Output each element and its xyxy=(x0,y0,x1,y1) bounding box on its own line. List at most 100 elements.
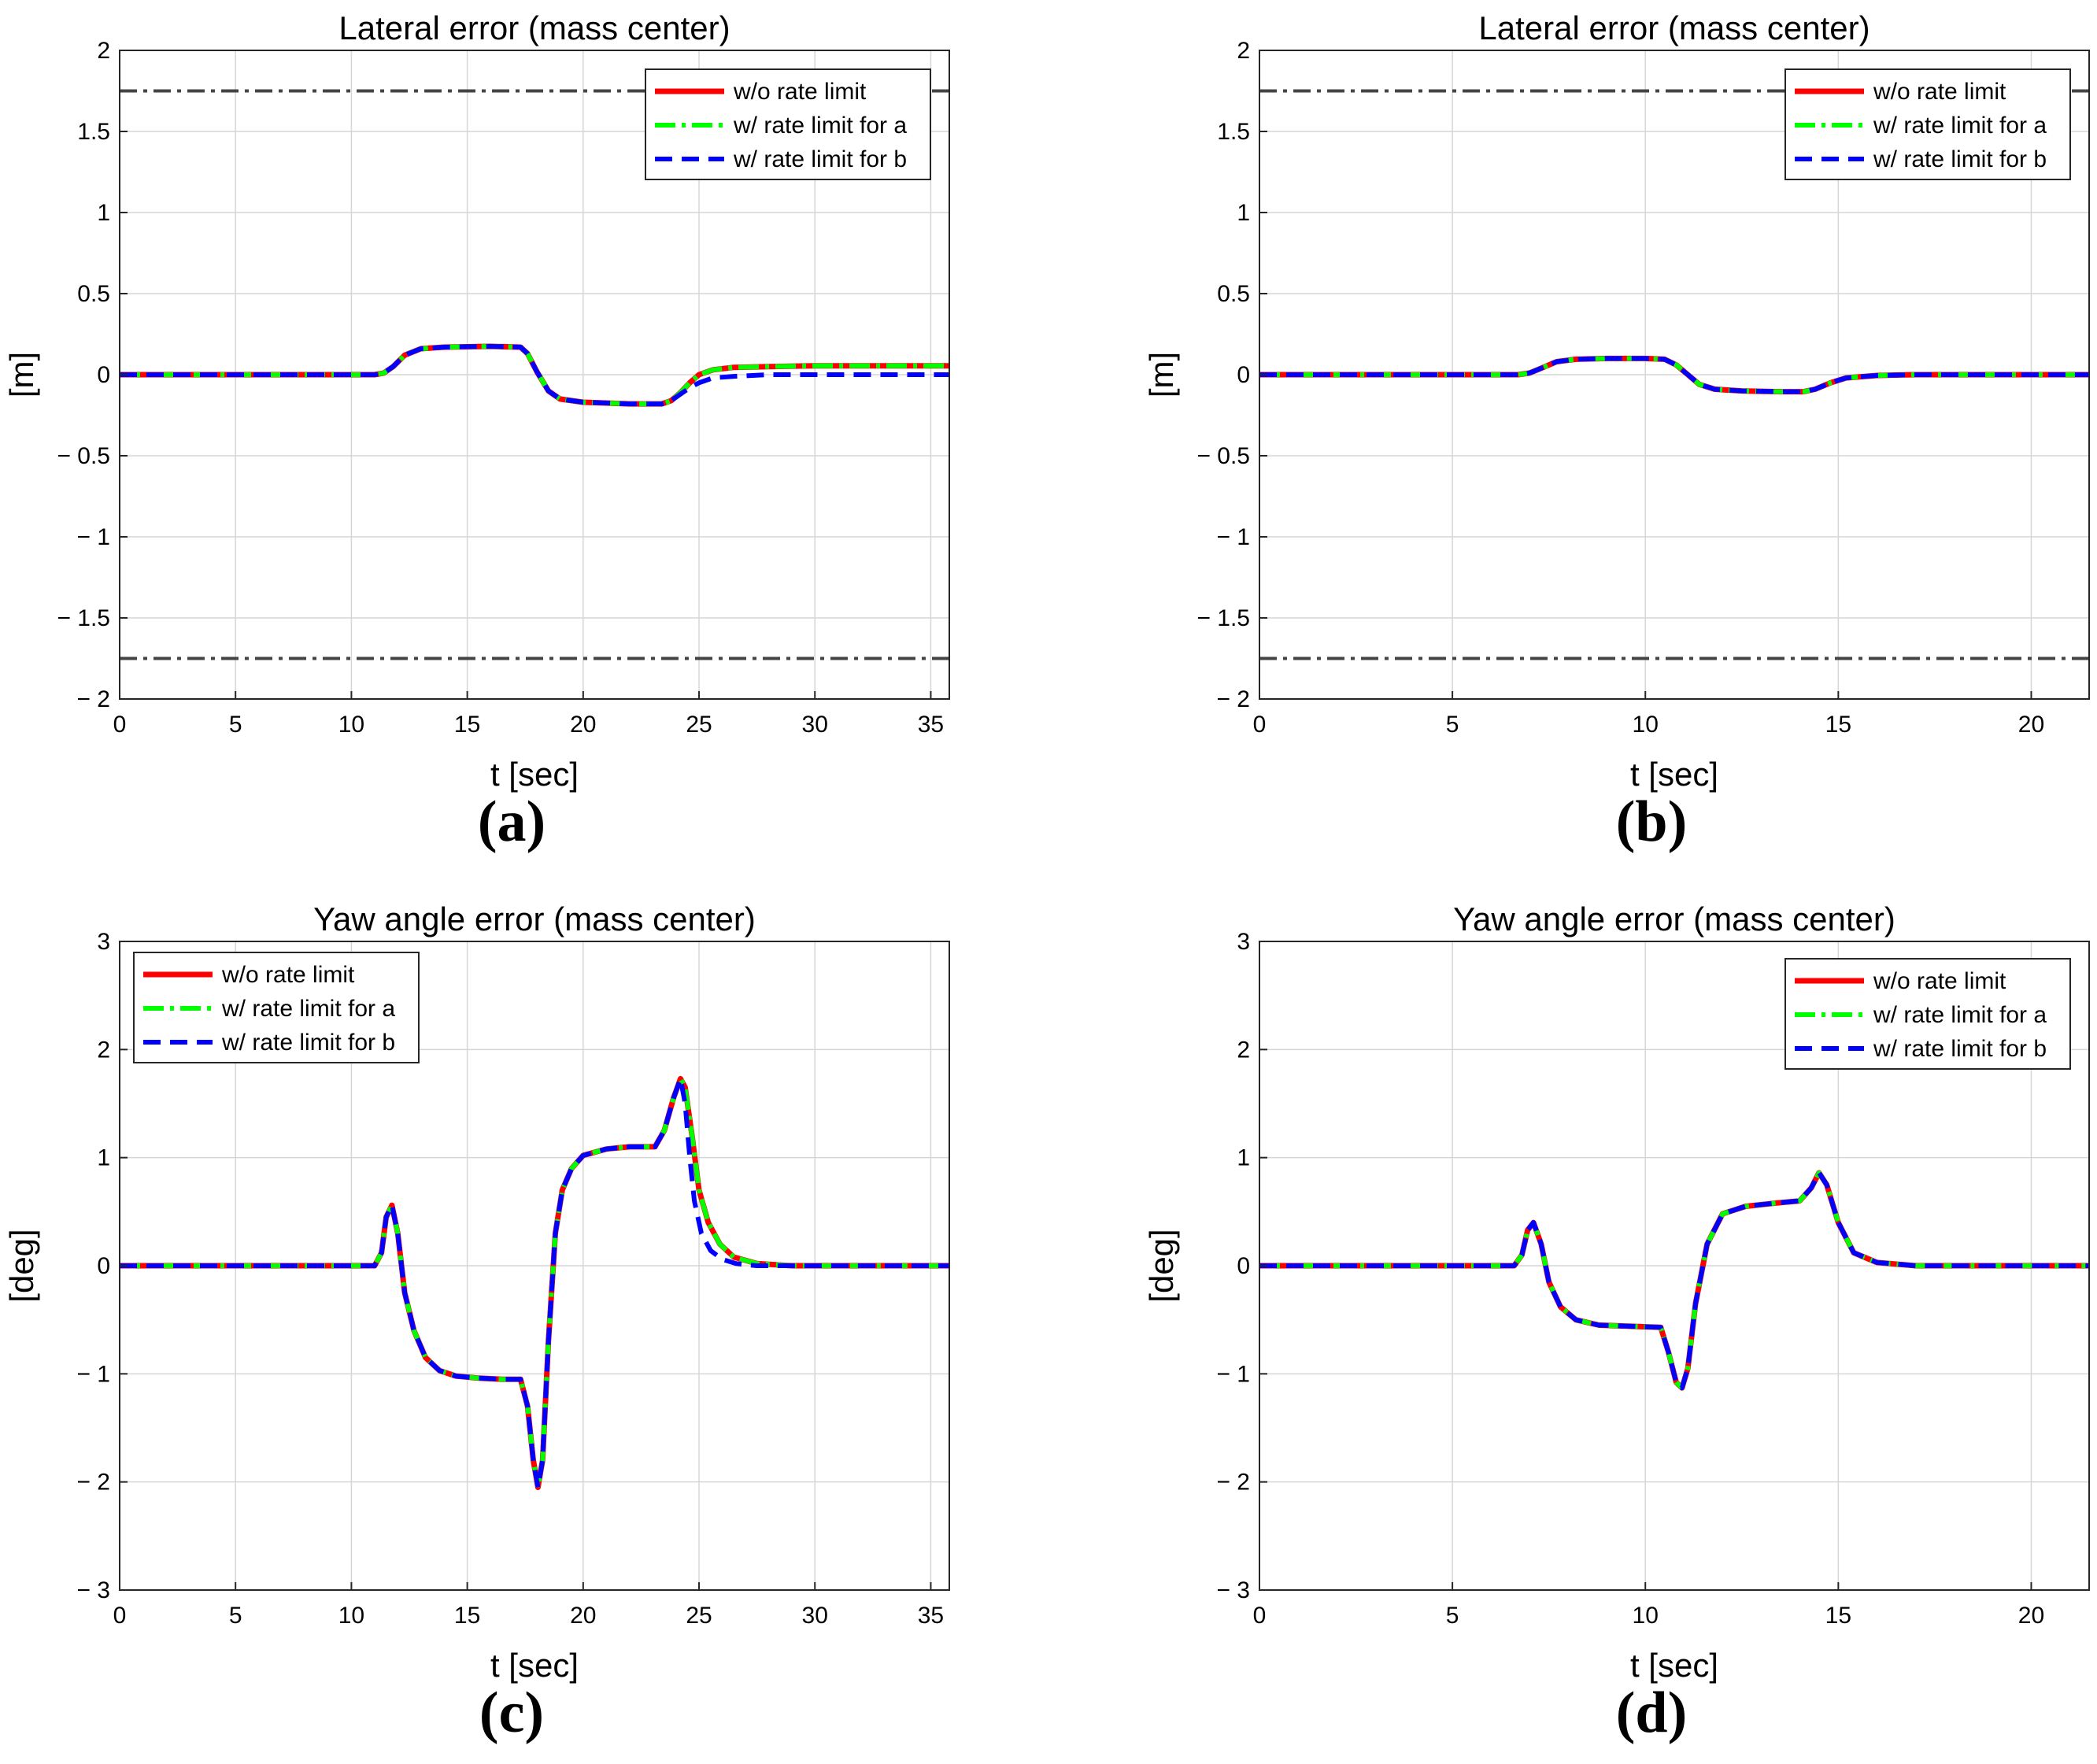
y-tick-label: − 2 xyxy=(1216,1470,1250,1496)
panel-letter: (c) xyxy=(479,1681,544,1745)
x-tick-label: 35 xyxy=(918,712,944,738)
y-axis-label: [deg] xyxy=(1143,1229,1180,1302)
x-tick-label: 15 xyxy=(1825,1603,1851,1629)
x-tick-label: 25 xyxy=(686,1603,712,1629)
series-group xyxy=(120,1075,949,1490)
x-tick-label: 5 xyxy=(229,1603,242,1629)
y-tick-label: − 1.5 xyxy=(1196,605,1250,631)
x-tick-label: 5 xyxy=(1446,1603,1459,1629)
chart-title: Lateral error (mass center) xyxy=(338,9,730,46)
series-group xyxy=(1259,1170,2089,1391)
legend-label: w/ rate limit for b xyxy=(1873,146,2047,172)
y-tick-label: 1 xyxy=(97,1145,110,1171)
x-tick-label: 35 xyxy=(918,1603,944,1629)
legend-label: w/ rate limit for a xyxy=(733,113,907,139)
x-tick-label: 0 xyxy=(1253,1603,1267,1629)
panel-letter: (b) xyxy=(1616,790,1687,854)
y-tick-label: − 1 xyxy=(76,524,110,550)
legend: w/o rate limit w/ rate limit for a w/ rate… xyxy=(133,952,420,1063)
x-tick-label: 5 xyxy=(1446,712,1459,738)
series-line-rate-limit-a xyxy=(1259,1170,2089,1391)
chart-title: Lateral error (mass center) xyxy=(1478,9,1870,46)
chart-panel-a: 0 5 10 15 20 25 30 35 − 2 − 1.5 − 1 − 0.5 0 0.5 1 1.5 2 L… xyxy=(3,9,950,854)
x-axis-label: t [sec] xyxy=(1630,1647,1718,1684)
x-tick-label: 15 xyxy=(454,1603,480,1629)
x-axis-label: t [sec] xyxy=(490,1647,579,1684)
legend-label: w/o rate limit xyxy=(733,79,867,105)
chart-title: Yaw angle error (mass center) xyxy=(313,900,756,937)
x-tick-label: 20 xyxy=(570,1603,596,1629)
panel-letter: (a) xyxy=(478,790,546,854)
y-tick-label: 1 xyxy=(97,200,110,226)
series-line-wo-rate-limit xyxy=(120,1075,949,1490)
legend-label: w/o rate limit xyxy=(1873,79,2006,105)
series-line-rate-limit-b xyxy=(120,1076,949,1490)
x-tick-label: 20 xyxy=(570,712,596,738)
x-tick-label: 15 xyxy=(454,712,480,738)
x-tick-label: 30 xyxy=(802,1603,828,1629)
x-tick-label: 20 xyxy=(2018,712,2044,738)
x-tick-label: 25 xyxy=(686,712,712,738)
y-tick-label: 2 xyxy=(97,38,110,64)
x-tick-label: 10 xyxy=(338,712,364,738)
y-tick-label: 1 xyxy=(1237,1145,1250,1171)
y-tick-label: − 1 xyxy=(76,1361,110,1387)
y-tick-label: − 2 xyxy=(1216,686,1250,712)
legend: w/o rate limit w/ rate limit for a w/ rate… xyxy=(1784,68,2071,180)
x-tick-label: 10 xyxy=(1633,1603,1659,1629)
legend: w/o rate limit w/ rate limit for a w/ rate… xyxy=(1784,958,2071,1070)
chart-panel-d: 0 5 10 15 20 − 3 − 2 − 1 0 1 2 3 Yaw angle error (ma… xyxy=(1143,900,2090,1745)
x-axis-label: t [sec] xyxy=(1630,756,1718,793)
y-tick-label: − 3 xyxy=(1216,1577,1250,1603)
y-tick-label: − 1 xyxy=(1216,524,1250,550)
x-tick-label: 10 xyxy=(338,1603,364,1629)
x-tick-label: 5 xyxy=(229,712,242,738)
y-tick-label: − 0.5 xyxy=(1196,443,1250,469)
x-tick-label: 20 xyxy=(2018,1603,2044,1629)
series-line-wo-rate-limit xyxy=(1259,1170,2089,1391)
legend: w/o rate limit w/ rate limit for a w/ rate… xyxy=(645,68,931,180)
y-tick-label: − 3 xyxy=(76,1577,110,1603)
x-tick-label: 15 xyxy=(1825,712,1851,738)
y-axis-label: [m] xyxy=(3,352,40,398)
series-line-rate-limit-b xyxy=(1259,1170,2089,1391)
x-tick-label: 0 xyxy=(113,1603,127,1629)
series-line-rate-limit-a xyxy=(120,1076,949,1490)
y-tick-label: 3 xyxy=(97,929,110,955)
y-tick-label: − 1 xyxy=(1216,1361,1250,1387)
y-tick-label: − 2 xyxy=(76,1470,110,1496)
y-tick-label: 0.5 xyxy=(1217,281,1250,307)
chart-panel-c: 0 5 10 15 20 25 30 35 − 3 − 2 − 1 0 1 2 3 Yaw angle err… xyxy=(3,900,950,1745)
y-tick-label: 0 xyxy=(97,1253,110,1279)
series-group xyxy=(1259,355,2089,395)
legend-label: w/ rate limit for b xyxy=(1873,1036,2047,1062)
panel-letter: (d) xyxy=(1616,1681,1687,1745)
series-group xyxy=(120,343,949,407)
y-tick-label: 2 xyxy=(97,1037,110,1063)
legend-label: w/o rate limit xyxy=(1873,968,2006,994)
y-tick-label: 0 xyxy=(1237,1253,1250,1279)
x-axis-label: t [sec] xyxy=(490,756,579,793)
legend-label: w/ rate limit for b xyxy=(733,146,907,172)
y-tick-label: 3 xyxy=(1237,929,1250,955)
legend-label: w/ rate limit for a xyxy=(1873,1002,2047,1028)
y-axis-label: [deg] xyxy=(3,1229,40,1302)
x-tick-label: 30 xyxy=(802,712,828,738)
legend-label: w/ rate limit for a xyxy=(221,996,395,1022)
y-tick-label: 2 xyxy=(1237,38,1250,64)
y-tick-label: 0 xyxy=(97,362,110,388)
series-line-rate-limit-b xyxy=(120,344,949,407)
y-tick-label: 0 xyxy=(1237,362,1250,388)
legend-label: w/o rate limit xyxy=(221,962,355,988)
x-tick-label: 10 xyxy=(1633,712,1659,738)
x-tick-label: 0 xyxy=(1253,712,1267,738)
chart-title: Yaw angle error (mass center) xyxy=(1453,900,1895,937)
y-tick-label: − 2 xyxy=(76,686,110,712)
legend-label: w/ rate limit for b xyxy=(221,1030,395,1056)
y-tick-label: 2 xyxy=(1237,1037,1250,1063)
series-line-rate-limit-b xyxy=(1259,356,2089,394)
chart-panel-b: 0 5 10 15 20 − 2 − 1.5 − 1 − 0.5 0 0.5 1 1.5 2 Lateral… xyxy=(1143,9,2090,854)
y-axis-label: [m] xyxy=(1143,352,1180,398)
y-tick-label: 1 xyxy=(1237,200,1250,226)
